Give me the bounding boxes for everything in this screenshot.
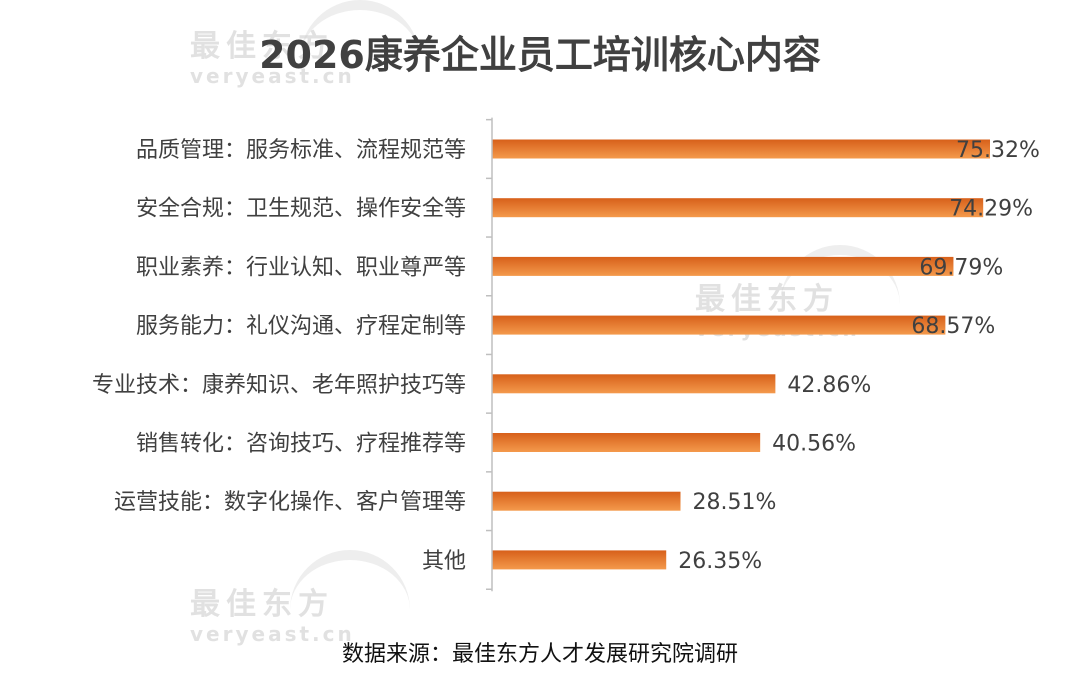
watermark-logo-icon [780,245,900,315]
data-source-note: 数据来源：最佳东方人才发展研究院调研 [341,642,738,667]
bar-3 [492,315,946,335]
category-label-5: 销售转化：咨询技巧、疗程推荐等 [136,432,466,457]
bar-2 [492,256,954,276]
bar-6 [492,491,681,511]
value-label-0: 75.32% [956,138,1040,163]
bar-7 [492,550,667,570]
bar-5 [492,433,761,452]
bar-0 [492,139,990,159]
category-labels-group: 品质管理：服务标准、流程规范等安全合规：卫生规范、操作安全等职业素养：行业认知、… [92,138,466,574]
value-label-4: 42.86% [787,373,871,398]
category-label-1: 安全合规：卫生规范、操作安全等 [136,197,466,222]
category-label-3: 服务能力：礼仪沟通、疗程定制等 [136,314,466,339]
value-labels-group: 75.32% 74.29% 69.79% 68.57% 42.86% 40.56% 28.5… [678,138,1040,574]
value-label-1: 74.29% [949,197,1033,222]
category-label-4: 专业技术：康养知识、老年照护技巧等 [92,373,466,398]
value-label-6: 28.51% [693,490,777,515]
category-label-6: 运营技能：数字化操作、客户管理等 [114,490,466,515]
category-label-7: 其他 [422,549,466,574]
watermark-logo-icon [300,0,420,70]
bar-1 [492,198,984,218]
category-label-2: 职业素养：行业认知、职业尊严等 [136,255,466,280]
chart-title: 2026康养企业员工培训核心内容 [259,33,821,77]
value-label-5: 40.56% [772,432,856,457]
value-label-7: 26.35% [678,549,762,574]
value-label-2: 69.79% [919,255,1003,280]
watermark-logo-icon [290,550,410,620]
category-label-0: 品质管理：服务标准、流程规范等 [136,138,466,163]
value-label-3: 68.57% [911,314,995,339]
bar-4 [492,374,776,394]
bars-group [486,118,990,590]
